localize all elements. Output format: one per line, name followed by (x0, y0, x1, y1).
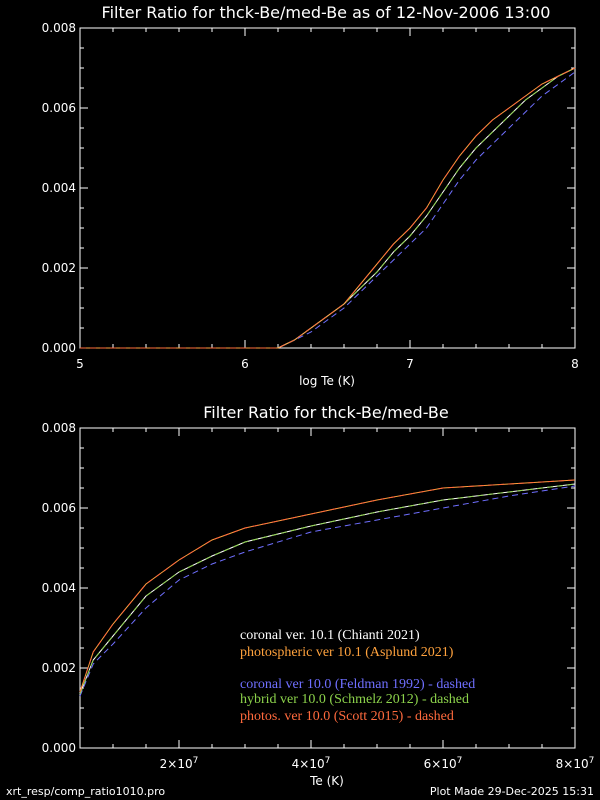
legend-entry-coronal-10-0: coronal ver 10.0 (Feldman 1992) - dashed (240, 677, 475, 692)
y-tick-label: 0.006 (42, 101, 76, 115)
top-chart: Filter Ratio for thck-Be/med-Be as of 12… (42, 3, 579, 388)
footer-program-name: xrt_resp/comp_ratio1010.pro (6, 785, 165, 798)
legend: coronal ver. 10.1 (Chianti 2021) photosp… (240, 628, 475, 724)
series-line-orange (79, 479, 576, 693)
series-line-red-dashed (80, 67, 576, 349)
series-line-white (79, 483, 576, 695)
top-plot-frame (79, 27, 576, 349)
x-tick-label: 6 (241, 357, 249, 371)
y-tick-label: 0.002 (42, 261, 76, 275)
series-line-red-dashed (79, 479, 576, 693)
x-tick-label: 2×107 (160, 756, 199, 771)
top-axis-ticks: 0.000 0.002 0.004 0.006 0.008 5 6 7 8 (42, 21, 579, 371)
legend-entry-photospheric-10-1: photospheric ver 10.1 (Asplund 2021) (240, 645, 454, 660)
top-x-axis-label: log Te (K) (299, 374, 355, 388)
x-tick-label: 4×107 (292, 756, 331, 771)
top-chart-title: Filter Ratio for thck-Be/med-Be as of 12… (102, 3, 551, 22)
top-series-group (80, 67, 576, 349)
series-line-green-dashed (79, 483, 576, 695)
y-tick-label: 0.006 (42, 501, 76, 515)
bottom-chart-title: Filter Ratio for thck-Be/med-Be (203, 403, 448, 422)
series-line-orange (80, 67, 576, 349)
bottom-x-axis-label: Te (K) (309, 774, 344, 788)
series-line-blue-dashed (79, 485, 576, 697)
y-tick-label: 0.004 (42, 581, 76, 595)
y-tick-label: 0.000 (42, 741, 76, 755)
series-line-blue-dashed (80, 71, 576, 349)
footer-plot-date: Plot Made 29-Dec-2025 15:31 (430, 785, 594, 798)
bottom-series-group (79, 479, 576, 697)
y-tick-label: 0.000 (42, 341, 76, 355)
y-tick-label: 0.008 (42, 21, 76, 35)
bottom-chart: Filter Ratio for thck-Be/med-Be 0.0000.0… (42, 403, 595, 788)
legend-entry-hybrid-10-0: hybrid ver 10.0 (Schmelz 2012) - dashed (240, 692, 469, 707)
x-tick-label: 6×107 (424, 756, 463, 771)
y-tick-label: 0.002 (42, 661, 76, 675)
series-line-white (80, 67, 576, 349)
x-tick-label: 7 (406, 357, 414, 371)
legend-entry-coronal-10-1: coronal ver. 10.1 (Chianti 2021) (240, 628, 420, 643)
y-tick-label: 0.004 (42, 181, 76, 195)
x-tick-label: 5 (76, 357, 84, 371)
series-line-green-dashed (80, 67, 576, 349)
x-tick-label: 8 (571, 357, 579, 371)
legend-entry-photos-10-0: photos. ver 10.0 (Scott 2015) - dashed (240, 709, 454, 724)
x-tick-label: 8×107 (556, 756, 595, 771)
y-tick-label: 0.008 (42, 421, 76, 435)
bottom-axis-ticks: 0.000 0.002 0.004 0.006 0.008 2×107 4×107 6×107… (42, 421, 595, 771)
